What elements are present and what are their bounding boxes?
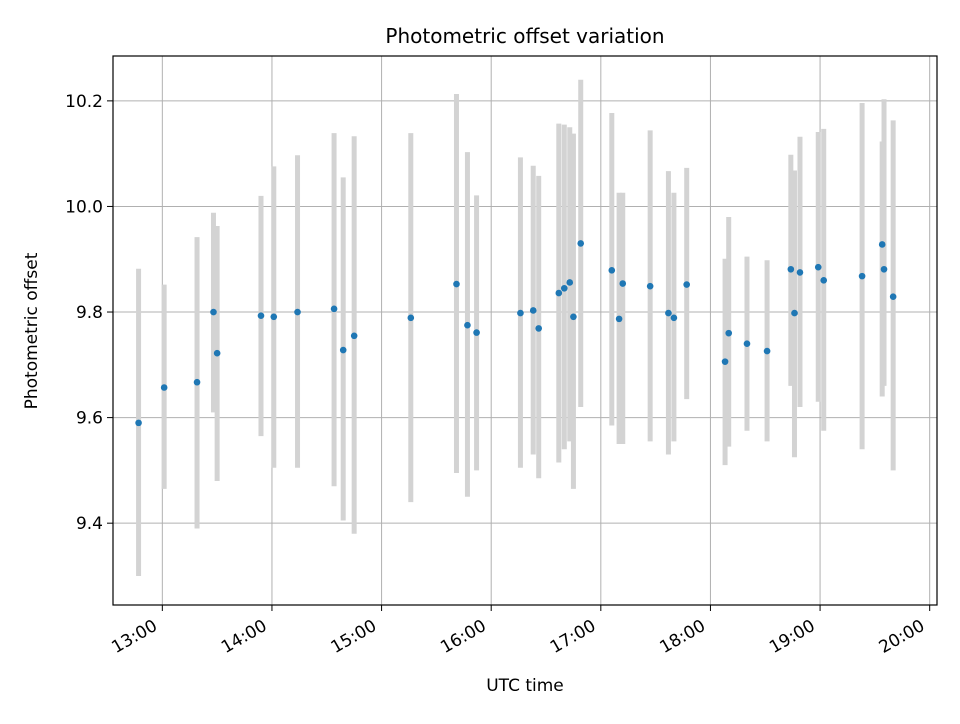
data-point — [339, 346, 347, 354]
data-point — [619, 280, 627, 287]
data-point — [787, 265, 795, 273]
data-point — [889, 293, 897, 301]
data-point — [608, 267, 616, 274]
x-tick-label: 19:00 — [766, 616, 818, 658]
x-tick-label: 18:00 — [657, 616, 709, 658]
data-point — [257, 312, 265, 320]
x-tick-label: 20:00 — [876, 616, 928, 658]
data-point — [529, 307, 537, 314]
data-point — [566, 279, 574, 286]
data-point — [646, 282, 654, 290]
data-point — [270, 313, 278, 321]
data-point — [791, 309, 798, 317]
x-tick-label: 17:00 — [547, 616, 599, 658]
data-point — [407, 314, 415, 322]
data-point — [763, 347, 771, 355]
x-tick-label: 15:00 — [328, 616, 380, 658]
data-point — [213, 349, 221, 357]
data-point — [473, 329, 480, 336]
y-tick-label: 10.2 — [65, 92, 103, 112]
data-point — [880, 265, 888, 273]
data-point — [464, 321, 471, 329]
plot-background — [113, 56, 937, 605]
data-point — [814, 263, 822, 271]
data-point — [725, 329, 733, 337]
y-tick-label: 10.0 — [65, 197, 103, 217]
y-tick-label: 9.4 — [76, 514, 103, 534]
data-point — [858, 272, 866, 280]
y-tick-label: 9.6 — [76, 409, 103, 429]
y-tick-label: 9.8 — [76, 303, 103, 323]
data-point — [517, 309, 524, 317]
grid — [113, 56, 937, 605]
data-point — [160, 384, 168, 391]
data-point — [577, 240, 585, 247]
data-point — [820, 277, 828, 284]
data-point — [796, 269, 804, 276]
data-point — [743, 340, 751, 347]
data-point — [570, 313, 577, 321]
data-point — [350, 332, 358, 340]
data-point — [210, 308, 217, 316]
chart-title: Photometric offset variation — [385, 24, 664, 48]
data-point — [294, 308, 301, 316]
data-point — [665, 309, 672, 317]
data-points — [135, 240, 897, 427]
data-point — [330, 305, 338, 313]
y-axis-title: Photometric offset — [22, 252, 42, 409]
data-point — [560, 284, 568, 292]
data-point — [878, 241, 886, 248]
data-point — [193, 378, 201, 386]
x-axis-title: UTC time — [486, 676, 564, 696]
data-point — [453, 280, 460, 288]
data-point — [670, 314, 678, 322]
data-point — [135, 419, 142, 427]
data-point — [555, 289, 563, 297]
x-tick-label: 14:00 — [218, 616, 270, 658]
data-point — [683, 281, 690, 288]
x-tick-label: 16:00 — [437, 616, 489, 658]
data-point — [615, 315, 623, 323]
data-point — [721, 358, 729, 365]
plot-frame — [112, 55, 938, 606]
data-point — [535, 325, 543, 332]
x-tick-label: 13:00 — [108, 616, 160, 658]
